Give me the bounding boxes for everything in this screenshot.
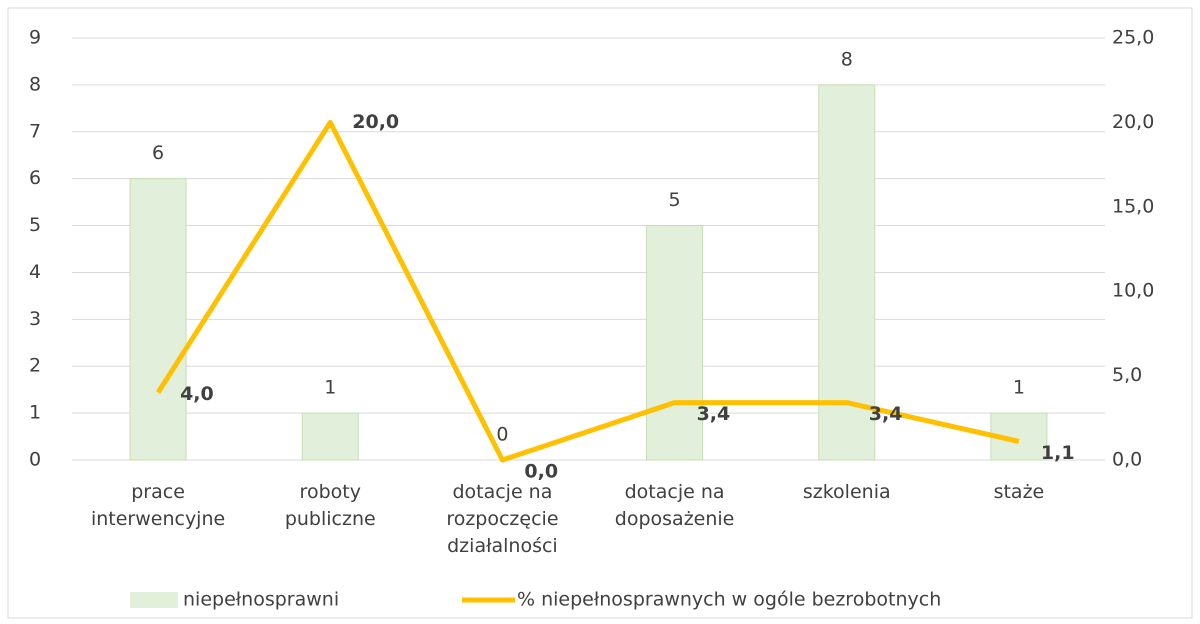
line-value-label: 20,0 xyxy=(352,111,399,133)
y2-tick-label: 10,0 xyxy=(1112,280,1154,302)
x-tick-line: roboty xyxy=(300,481,361,503)
line-value-label: 3,4 xyxy=(869,403,903,425)
bar-value-label: 6 xyxy=(152,142,164,164)
x-tick-line: doposażenie xyxy=(615,508,735,530)
y-tick-label: 2 xyxy=(29,355,41,377)
legend-label: niepełnosprawni xyxy=(183,589,339,611)
x-tick-line: działalności xyxy=(447,535,558,557)
y2-tick-label: 0,0 xyxy=(1112,449,1142,471)
y2-tick-label: 20,0 xyxy=(1112,111,1154,133)
x-tick-label: dotacje na doposażenie xyxy=(615,481,735,530)
y-tick-label: 6 xyxy=(29,167,41,189)
bar xyxy=(818,84,876,461)
line-value-label: 1,1 xyxy=(1041,442,1075,464)
x-tick-line: dotacje na xyxy=(452,481,552,503)
x-tick-label: staże xyxy=(994,481,1045,503)
line-value-label: 4,0 xyxy=(180,383,214,405)
bar-value-label: 1 xyxy=(324,377,336,399)
x-tick-line: prace xyxy=(131,481,185,503)
y-tick-label: 9 xyxy=(29,27,41,49)
x-tick-line: publiczne xyxy=(285,508,376,530)
x-tick-label: szkolenia xyxy=(803,481,891,503)
bar xyxy=(301,412,359,461)
bar xyxy=(129,178,187,461)
bar-value-label: 0 xyxy=(496,424,508,446)
x-tick-line: dotacje na xyxy=(625,481,725,503)
y-tick-label: 3 xyxy=(29,308,41,330)
x-tick-label: dotacje na rozpoczęcie działalności xyxy=(446,481,558,557)
y-tick-label: 1 xyxy=(29,402,41,424)
y2-tick-label: 5,0 xyxy=(1112,364,1142,386)
legend-label: % niepełnosprawnych w ogóle bezrobotnych xyxy=(517,589,941,611)
y-tick-label: 0 xyxy=(29,449,41,471)
chart-border xyxy=(7,7,1193,619)
legend-swatch xyxy=(130,592,178,608)
x-tick-line: szkolenia xyxy=(803,481,891,503)
x-tick-line: staże xyxy=(994,481,1045,503)
x-tick-line: rozpoczęcie xyxy=(446,508,558,530)
line-value-label: 0,0 xyxy=(524,461,558,483)
line-value-label: 3,4 xyxy=(697,403,731,425)
y-tick-label: 5 xyxy=(29,214,41,236)
line xyxy=(155,119,1020,463)
x-tick-label: roboty publiczne xyxy=(285,481,376,530)
bar-value-label: 1 xyxy=(1013,377,1025,399)
bar xyxy=(646,225,704,461)
y2-tick-label: 15,0 xyxy=(1112,195,1154,217)
x-tick-line: interwencyjne xyxy=(91,508,225,530)
bar-value-label: 5 xyxy=(669,189,681,211)
y2-tick-label: 25,0 xyxy=(1112,27,1154,49)
y-tick-label: 7 xyxy=(29,120,41,142)
bar-value-label: 8 xyxy=(841,48,853,70)
x-tick-label: prace interwencyjne xyxy=(91,481,225,530)
y-tick-label: 8 xyxy=(29,73,41,95)
y-tick-label: 4 xyxy=(29,261,41,283)
